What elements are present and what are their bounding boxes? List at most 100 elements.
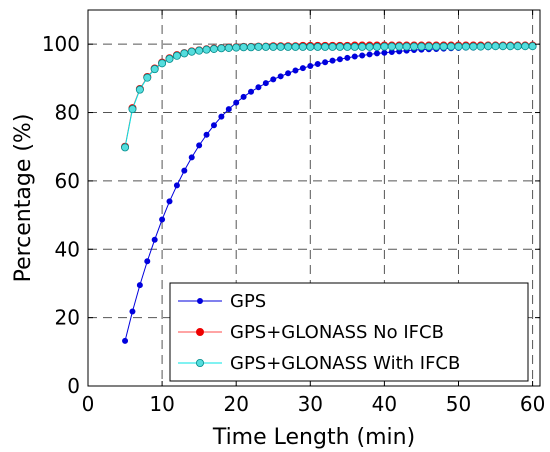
series-2-point-53 xyxy=(513,42,522,51)
series-0-point-2 xyxy=(136,282,143,289)
series-0-point-28 xyxy=(329,57,336,64)
series-0-point-0 xyxy=(122,337,129,344)
legend-marker-2 xyxy=(195,358,204,367)
series-0-point-34 xyxy=(373,50,380,57)
series-2-point-47 xyxy=(469,42,478,51)
series-2-point-50 xyxy=(491,42,500,51)
series-2-point-39 xyxy=(410,42,419,51)
y-tick-label-0: 0 xyxy=(67,374,80,398)
series-0-point-18 xyxy=(255,84,262,91)
series-2-point-23 xyxy=(291,42,300,51)
series-0-point-15 xyxy=(233,99,240,106)
series-2-point-38 xyxy=(402,42,411,51)
series-2-point-41 xyxy=(424,42,433,51)
legend-box xyxy=(169,282,529,382)
legend-label-0: GPS xyxy=(230,291,266,312)
series-0-point-23 xyxy=(292,67,299,74)
series-0-point-33 xyxy=(366,51,373,58)
series-2-point-5 xyxy=(158,59,167,68)
series-2-point-30 xyxy=(343,42,352,51)
series-2-point-20 xyxy=(269,42,278,51)
series-0-point-4 xyxy=(151,236,158,243)
series-2-point-52 xyxy=(506,42,515,51)
series-2-point-49 xyxy=(484,42,493,51)
series-2-point-0 xyxy=(121,143,130,152)
series-2-point-2 xyxy=(135,85,144,94)
plot-frame xyxy=(87,9,541,387)
series-2-point-12 xyxy=(209,44,218,53)
series-0-point-5 xyxy=(159,216,166,223)
series-0-point-12 xyxy=(210,122,217,129)
x-tick-label-0: 0 xyxy=(82,392,95,416)
series-2-point-10 xyxy=(195,46,204,55)
series-2-point-8 xyxy=(180,49,189,58)
series-2-point-1 xyxy=(128,105,137,114)
series-2-point-19 xyxy=(261,42,270,51)
series-2-point-48 xyxy=(476,42,485,51)
series-2-point-25 xyxy=(306,42,315,51)
series-0-point-16 xyxy=(240,93,247,100)
series-0-point-35 xyxy=(381,49,388,56)
series-0-point-7 xyxy=(173,182,180,189)
series-2-point-37 xyxy=(395,42,404,51)
series-2-point-29 xyxy=(335,42,344,51)
series-0-point-17 xyxy=(248,88,255,95)
series-2-point-34 xyxy=(372,42,381,51)
series-2-point-14 xyxy=(224,43,233,52)
series-0-point-26 xyxy=(314,61,321,68)
series-2-point-16 xyxy=(239,43,248,52)
x-tick-label-20: 20 xyxy=(223,392,248,416)
series-2-point-31 xyxy=(350,42,359,51)
series-2-point-43 xyxy=(439,42,448,51)
x-tick-label-10: 10 xyxy=(149,392,174,416)
x-tick-label-60: 60 xyxy=(520,392,545,416)
series-0-point-31 xyxy=(351,53,358,60)
series-0-point-11 xyxy=(203,131,210,138)
series-2-point-33 xyxy=(365,42,374,51)
series-2-point-11 xyxy=(202,45,211,54)
series-2-point-24 xyxy=(298,42,307,51)
legend-marker-1 xyxy=(195,327,204,336)
series-2-point-22 xyxy=(284,42,293,51)
series-2-point-7 xyxy=(172,51,181,60)
series-line-1 xyxy=(124,45,533,147)
x-axis-label: Time Length (min) xyxy=(212,425,415,450)
series-0-point-1 xyxy=(129,308,136,315)
series-2-point-51 xyxy=(498,42,507,51)
series-2-point-55 xyxy=(528,42,537,51)
series-2-point-18 xyxy=(254,42,263,51)
legend-label-2: GPS+GLONASS With IFCB xyxy=(230,353,460,374)
series-1 xyxy=(121,41,537,151)
series-2-point-15 xyxy=(232,43,241,52)
y-axis-label: Percentage (%) xyxy=(11,114,36,283)
series-layer xyxy=(121,41,537,344)
y-tick-label-80: 80 xyxy=(55,101,80,125)
series-0-point-20 xyxy=(270,76,277,83)
series-2-point-6 xyxy=(165,54,174,63)
series-2-point-44 xyxy=(447,42,456,51)
axis-ticks: 0 10 20 30 40 50 60 0 20 40 60 80 100 xyxy=(42,10,545,416)
series-0-point-32 xyxy=(359,52,366,59)
series-2-point-54 xyxy=(521,42,530,51)
series-2-point-21 xyxy=(276,42,285,51)
series-0-point-14 xyxy=(225,106,232,113)
series-2-point-27 xyxy=(321,42,330,51)
y-tick-label-60: 60 xyxy=(55,169,80,193)
x-tick-label-50: 50 xyxy=(446,392,471,416)
legend: GPS GPS+GLONASS No IFCB GPS+GLONASS With I… xyxy=(169,282,529,382)
series-2-point-28 xyxy=(328,42,337,51)
legend-marker-0 xyxy=(196,297,203,304)
x-tick-label-30: 30 xyxy=(298,392,323,416)
series-0-point-24 xyxy=(299,65,306,72)
series-0-point-9 xyxy=(188,154,195,161)
series-0-point-27 xyxy=(322,59,329,66)
series-2-point-36 xyxy=(387,42,396,51)
y-tick-label-40: 40 xyxy=(55,237,80,261)
series-2-point-26 xyxy=(313,42,322,51)
series-0-point-6 xyxy=(166,198,173,205)
y-tick-label-20: 20 xyxy=(55,306,80,330)
series-0-point-19 xyxy=(262,80,269,87)
series-2-point-13 xyxy=(217,44,226,53)
series-2-point-4 xyxy=(150,65,159,74)
